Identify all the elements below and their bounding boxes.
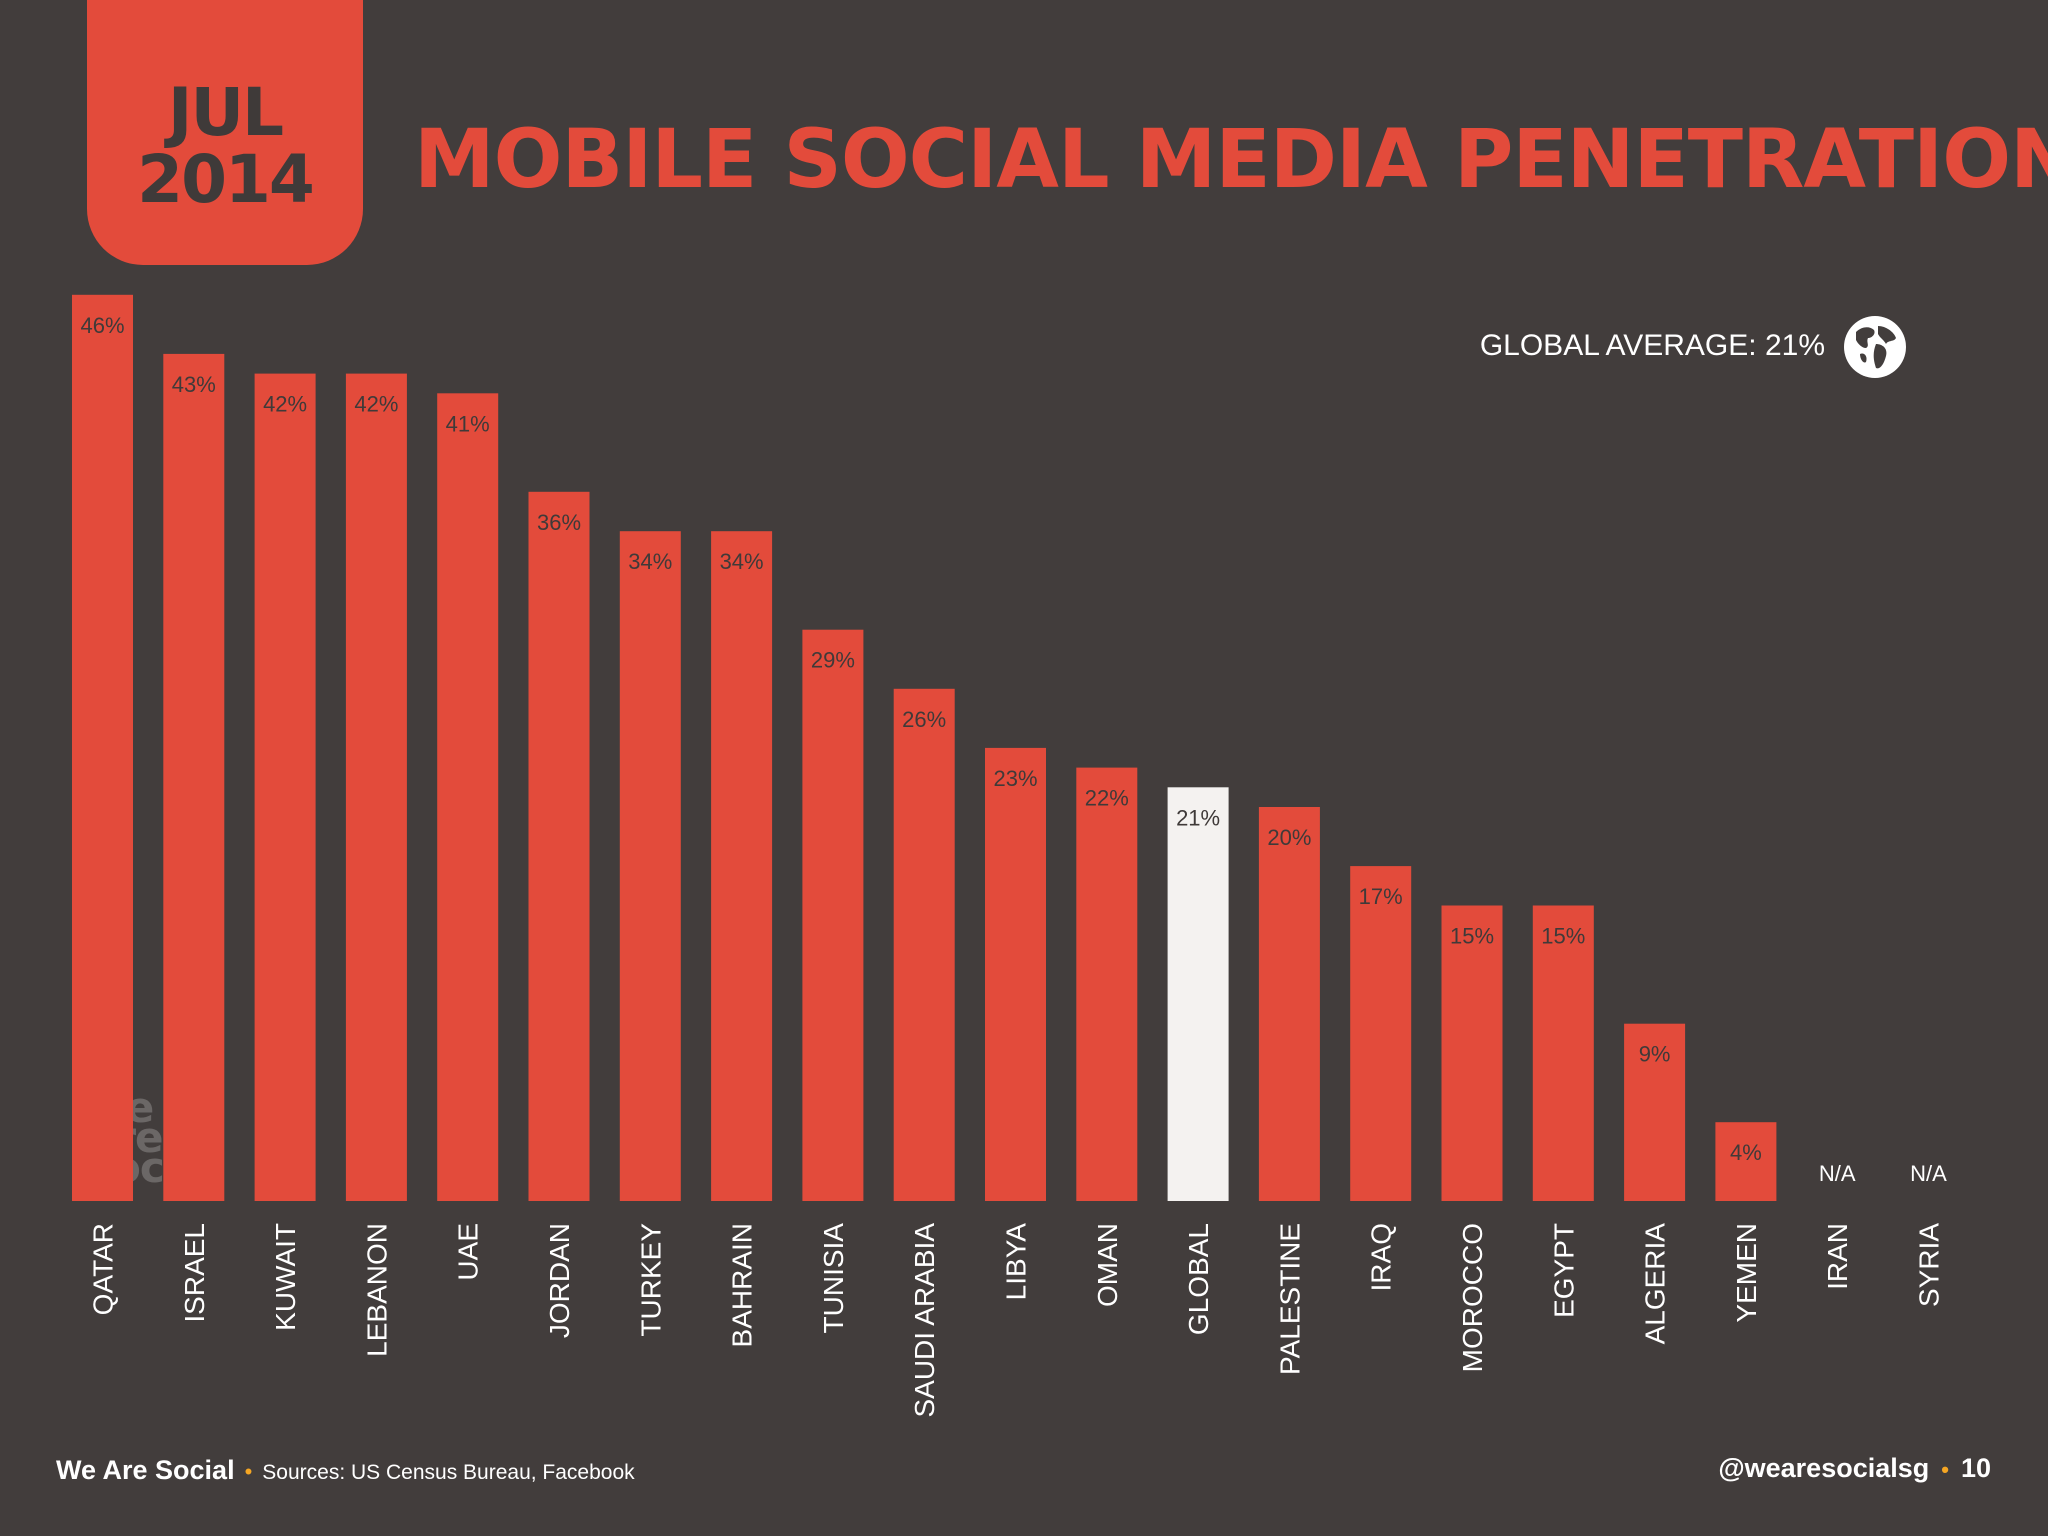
bar-jordan (528, 491, 590, 1201)
data-label: 43% (172, 372, 216, 397)
category-label: TUNISIA (818, 1223, 849, 1334)
category-label: EGYPT (1548, 1223, 1579, 1318)
data-label: 15% (1541, 924, 1585, 949)
data-label: 26% (902, 707, 946, 732)
category-label: TURKEY (635, 1223, 666, 1337)
data-label: 21% (1176, 805, 1220, 830)
page-number: 10 (1960, 1453, 1991, 1483)
data-label: 22% (1085, 786, 1129, 811)
date-badge: JUL 2014 (87, 0, 363, 265)
badge-year: 2014 (137, 141, 315, 218)
data-label: N/A (1819, 1161, 1856, 1186)
bar-egypt (1532, 905, 1594, 1201)
data-label: 17% (1359, 884, 1403, 909)
bar-algeria (1624, 1023, 1686, 1201)
category-label: GLOBAL (1183, 1223, 1214, 1335)
bar-bahrain (711, 531, 773, 1201)
bar-oman (1076, 767, 1138, 1201)
bar-global (1167, 787, 1229, 1201)
data-label: 29% (811, 648, 855, 673)
bar-morocco (1441, 905, 1503, 1201)
category-label: KUWAIT (270, 1223, 301, 1331)
category-label: JORDAN (544, 1223, 575, 1338)
category-label: LIBYA (1001, 1223, 1032, 1301)
data-label: 42% (354, 392, 398, 417)
data-label: 9% (1639, 1042, 1671, 1067)
category-label: OMAN (1092, 1223, 1123, 1307)
category-label: MOROCCO (1457, 1223, 1488, 1372)
category-label: IRAQ (1366, 1223, 1397, 1291)
bar-uae (437, 393, 499, 1201)
footer-dot-icon: • (1941, 1457, 1949, 1482)
category-label: SYRIA (1914, 1223, 1945, 1307)
bar-libya (985, 747, 1046, 1201)
category-label: SAUDI ARABIA (909, 1223, 940, 1418)
data-label: 34% (720, 549, 764, 574)
data-label: 20% (1267, 825, 1311, 850)
footer-sources: Sources: US Census Bureau, Facebook (262, 1461, 635, 1484)
data-label: 23% (993, 766, 1037, 791)
data-label: N/A (1910, 1161, 1947, 1186)
footer-left: We Are Social • Sources: US Census Bureau,… (56, 1455, 635, 1486)
category-label: LEBANON (361, 1223, 392, 1357)
bar-saudi-arabia (893, 688, 955, 1201)
badge-month: JUL (167, 74, 284, 151)
footer-dot-icon: • (244, 1459, 253, 1484)
category-label: PALESTINE (1274, 1223, 1305, 1375)
globe-icon (1844, 316, 1906, 378)
category-label: YEMEN (1731, 1223, 1762, 1323)
category-label: BAHRAIN (727, 1223, 758, 1347)
footer-brand: We Are Social (56, 1455, 235, 1485)
data-label: 42% (263, 392, 307, 417)
bar-yemen (1715, 1122, 1777, 1201)
global-average-label: GLOBAL AVERAGE: 21% (1479, 329, 1825, 362)
bar-iraq (1350, 866, 1412, 1201)
data-label: 41% (446, 411, 490, 436)
bar-turkey (619, 531, 681, 1201)
bar-qatar (72, 294, 133, 1201)
data-label: 4% (1730, 1140, 1762, 1165)
category-label: ALGERIA (1640, 1223, 1671, 1345)
bar-lebanon (345, 373, 407, 1202)
data-label: 46% (80, 313, 124, 338)
footer-handle: @wearesocialsg (1718, 1453, 1930, 1483)
bar-tunisia (802, 629, 864, 1201)
category-label: UAE (453, 1223, 484, 1281)
category-label: QATAR (88, 1223, 119, 1315)
data-label: 34% (628, 549, 672, 574)
bar-israel (163, 353, 225, 1201)
data-label: 36% (537, 510, 581, 535)
bar-kuwait (254, 373, 316, 1202)
footer-right: @wearesocialsg • 10 (1718, 1453, 1991, 1484)
page-title: MOBILE SOCIAL MEDIA PENETRATION (414, 113, 2048, 207)
bar-palestine (1258, 807, 1320, 1201)
data-label: 15% (1450, 924, 1494, 949)
category-label: IRAN (1822, 1223, 1853, 1290)
category-label: ISRAEL (179, 1223, 210, 1323)
